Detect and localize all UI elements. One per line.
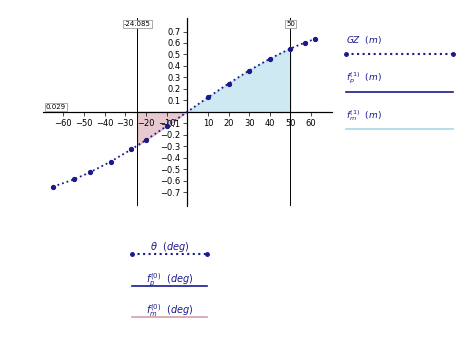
Text: $GZ$  $(m)$: $GZ$ $(m)$	[346, 34, 382, 47]
Text: 0.029: 0.029	[46, 104, 66, 110]
Text: $\theta$  $(deg)$: $\theta$ $(deg)$	[150, 240, 190, 254]
Text: $f_m^{(0)}$  $(deg)$: $f_m^{(0)}$ $(deg)$	[146, 302, 193, 319]
Text: 50: 50	[286, 21, 295, 27]
Text: -24.085: -24.085	[124, 21, 151, 27]
Text: $f_p^{(1)}$  $(m)$: $f_p^{(1)}$ $(m)$	[346, 70, 382, 86]
Text: $f_m^{(1)}$  $(m)$: $f_m^{(1)}$ $(m)$	[346, 108, 382, 123]
Text: $f_p^{(0)}$  $(deg)$: $f_p^{(0)}$ $(deg)$	[146, 272, 193, 289]
